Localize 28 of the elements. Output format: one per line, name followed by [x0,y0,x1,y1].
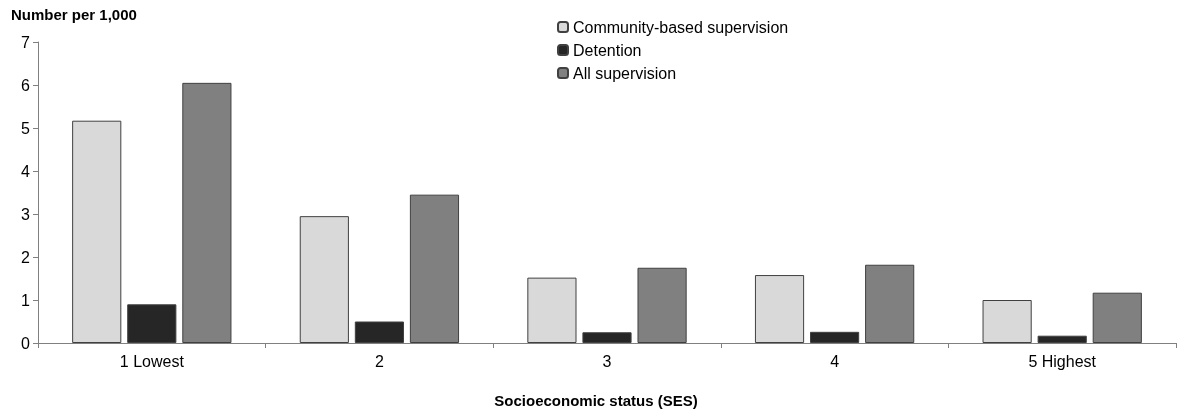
y-tick-label: 1 [21,291,31,309]
bar [527,277,577,343]
x-axis-title: Socioeconomic status (SES) [494,392,698,409]
y-axis-title: Number per 1,000 [11,6,137,23]
x-tick-label: 5 Highest [1028,352,1097,370]
x-tick-label: 1 Lowest [119,352,185,370]
legend-label: Community-based supervision [573,18,789,36]
y-tick-label: 2 [21,248,31,266]
legend-label: All supervision [573,64,677,82]
x-tick-label: 4 [830,352,840,370]
bar [354,321,404,343]
bar [582,332,632,343]
y-tick-label: 7 [21,33,31,51]
y-tick-label: 6 [21,76,31,94]
legend-label: Detention [573,41,642,59]
bar [127,304,177,343]
bar [72,120,122,343]
y-tick-label: 4 [21,162,31,180]
bar [810,331,860,343]
bar [1037,335,1087,343]
y-tick-label: 3 [21,205,31,223]
x-tick-label: 3 [602,352,612,370]
bar [982,300,1032,343]
y-tick-label: 5 [21,119,31,137]
x-tick-label: 2 [374,352,384,370]
y-tick-label: 0 [21,334,31,352]
bar [754,275,805,343]
bar [299,216,349,343]
